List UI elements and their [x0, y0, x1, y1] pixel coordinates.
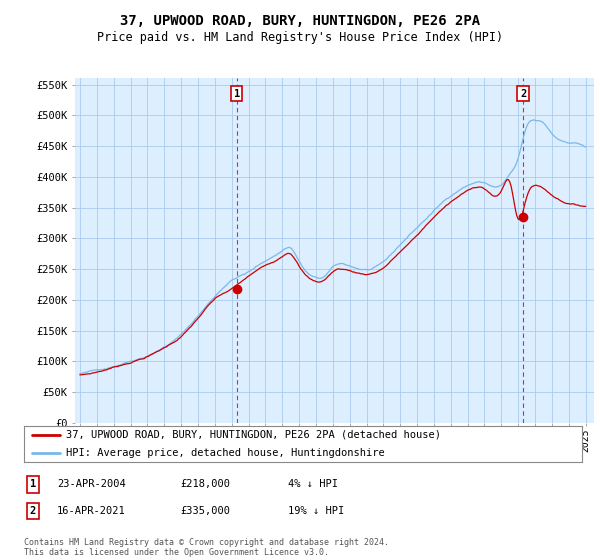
Text: 37, UPWOOD ROAD, BURY, HUNTINGDON, PE26 2PA (detached house): 37, UPWOOD ROAD, BURY, HUNTINGDON, PE26 …	[66, 430, 441, 440]
Text: 2: 2	[30, 506, 36, 516]
Text: 1: 1	[233, 88, 240, 99]
Text: HPI: Average price, detached house, Huntingdonshire: HPI: Average price, detached house, Hunt…	[66, 448, 385, 458]
Text: 37, UPWOOD ROAD, BURY, HUNTINGDON, PE26 2PA: 37, UPWOOD ROAD, BURY, HUNTINGDON, PE26 …	[120, 14, 480, 28]
Text: £218,000: £218,000	[180, 479, 230, 489]
Text: Price paid vs. HM Land Registry's House Price Index (HPI): Price paid vs. HM Land Registry's House …	[97, 31, 503, 44]
Text: 23-APR-2004: 23-APR-2004	[57, 479, 126, 489]
Text: 4% ↓ HPI: 4% ↓ HPI	[288, 479, 338, 489]
Text: £335,000: £335,000	[180, 506, 230, 516]
Text: 16-APR-2021: 16-APR-2021	[57, 506, 126, 516]
Text: Contains HM Land Registry data © Crown copyright and database right 2024.
This d: Contains HM Land Registry data © Crown c…	[24, 538, 389, 557]
Text: 2: 2	[520, 88, 526, 99]
Text: 19% ↓ HPI: 19% ↓ HPI	[288, 506, 344, 516]
Text: 1: 1	[30, 479, 36, 489]
